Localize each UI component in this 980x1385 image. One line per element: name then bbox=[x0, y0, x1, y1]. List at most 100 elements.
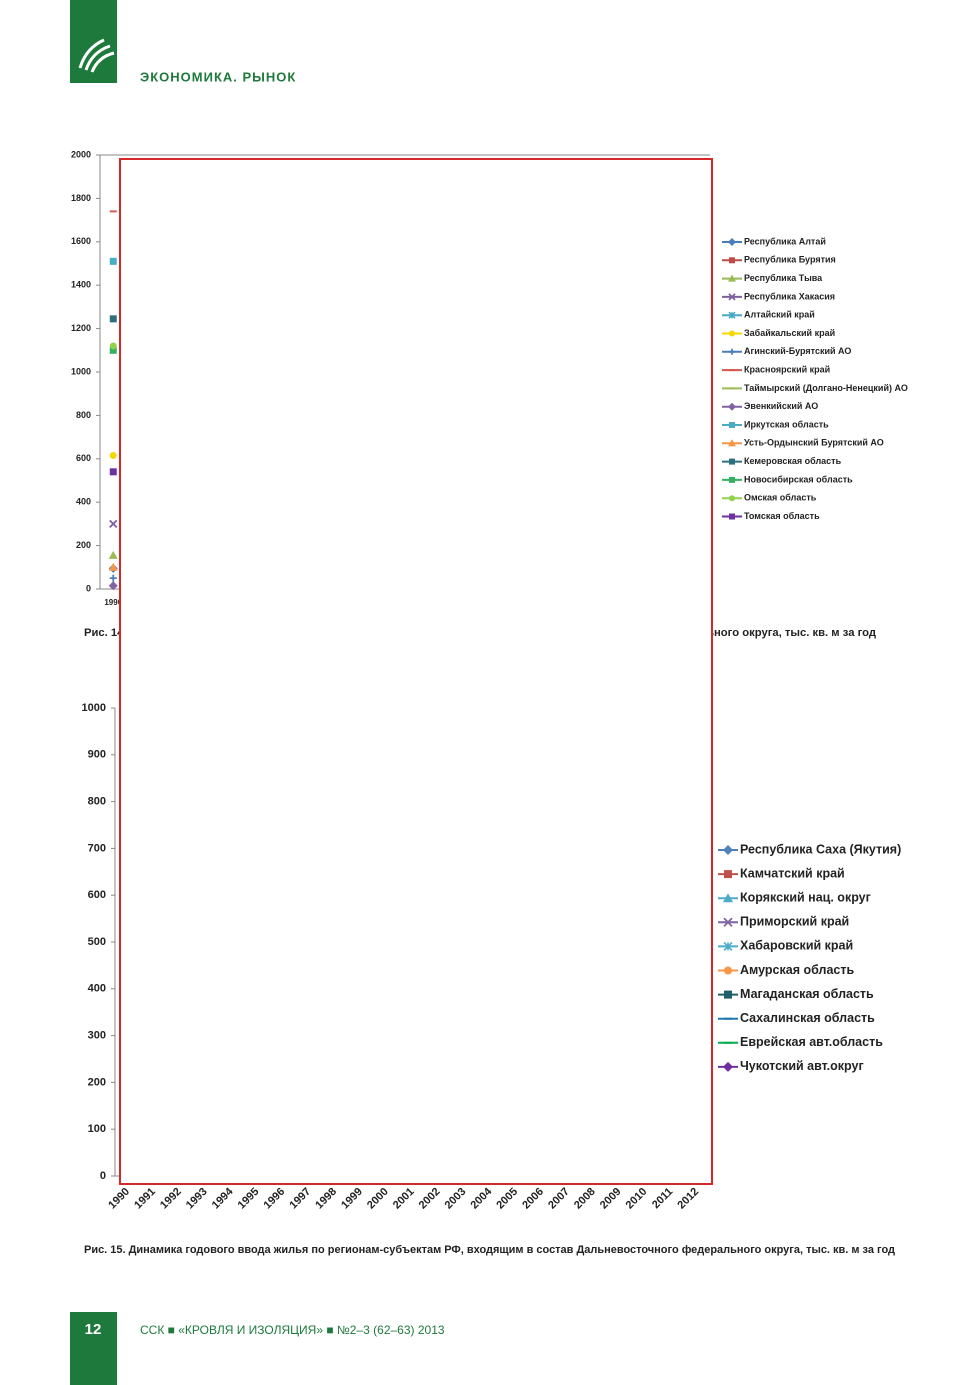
y-tick-label: 600 bbox=[88, 889, 106, 901]
y-tick-label: 1200 bbox=[71, 323, 91, 333]
legend-label: Еврейская авт.область bbox=[740, 1035, 883, 1049]
page-number: 12 bbox=[85, 1321, 102, 1338]
y-tick-label: 600 bbox=[76, 453, 91, 463]
x-tick-label: 2002 bbox=[417, 1186, 443, 1212]
legend-marker bbox=[728, 293, 736, 301]
x-tick-label: 1993 bbox=[184, 1186, 210, 1212]
y-tick-label: 400 bbox=[88, 983, 106, 995]
x-tick-label: 2004 bbox=[468, 1185, 494, 1211]
legend-marker bbox=[724, 990, 732, 999]
legend-label: Таймырский (Долгано-Ненецкий) АО bbox=[744, 383, 908, 393]
journal-name: ССК ■ «КРОВЛЯ И ИЗОЛЯЦИЯ» ■ №2–3 (62–63)… bbox=[140, 1323, 445, 1337]
legend-marker bbox=[724, 1041, 732, 1044]
legend-label: Алтайский край bbox=[744, 310, 815, 320]
legend-label: Кемеровская область bbox=[744, 456, 842, 466]
x-tick-label: 2001 bbox=[391, 1186, 417, 1212]
figure-caption: Рис. 15. Динамика годового ввода жилья п… bbox=[84, 1244, 895, 1256]
legend-label: Чукотский авт.округ bbox=[740, 1059, 864, 1073]
legend-marker bbox=[728, 238, 736, 246]
legend-marker bbox=[729, 495, 735, 502]
section-title: ЭКОНОМИКА. РЫНОК bbox=[140, 69, 296, 84]
legend-label: Республика Саха (Якутия) bbox=[740, 842, 901, 856]
x-tick-label: 2005 bbox=[494, 1186, 520, 1212]
y-tick-label: 800 bbox=[88, 796, 106, 808]
legend-label: Сахалинская область bbox=[740, 1011, 875, 1025]
legend-marker bbox=[724, 966, 732, 975]
legend-label: Республика Хакасия bbox=[744, 291, 835, 301]
legend-label: Томская область bbox=[744, 511, 820, 521]
y-tick-label: 1600 bbox=[71, 236, 91, 246]
legend-marker bbox=[728, 402, 736, 411]
footer-bar bbox=[70, 1312, 117, 1385]
y-tick-label: 900 bbox=[88, 749, 106, 761]
legend-label: Забайкальский край bbox=[744, 328, 835, 338]
data-point bbox=[109, 315, 117, 323]
legend-label: Камчатский край bbox=[740, 866, 845, 880]
legend-label: Новосибирская область bbox=[744, 474, 853, 484]
y-tick-label: 1400 bbox=[71, 280, 91, 290]
redaction-box bbox=[119, 158, 713, 1185]
data-point bbox=[109, 468, 117, 476]
y-tick-label: 200 bbox=[76, 540, 91, 550]
legend-label: Приморский край bbox=[740, 915, 849, 929]
legend-marker bbox=[728, 274, 736, 282]
legend-label: Иркутская область bbox=[744, 419, 829, 429]
x-tick-label: 2010 bbox=[624, 1186, 650, 1212]
data-point bbox=[109, 519, 118, 529]
legend-marker bbox=[729, 330, 735, 337]
x-tick-label: 1995 bbox=[236, 1186, 262, 1212]
y-tick-label: 500 bbox=[88, 936, 106, 948]
data-point bbox=[109, 210, 117, 213]
y-tick-label: 0 bbox=[86, 583, 91, 593]
x-tick-label: 2011 bbox=[650, 1186, 675, 1211]
x-tick-label: 2008 bbox=[572, 1186, 598, 1212]
x-tick-label: 2012 bbox=[675, 1186, 701, 1212]
legend-label: Республика Тыва bbox=[744, 273, 823, 283]
y-tick-label: 0 bbox=[100, 1170, 106, 1182]
data-point bbox=[108, 562, 118, 571]
legend-label: Корякский нац. округ bbox=[740, 890, 871, 904]
x-tick-label: 1994 bbox=[210, 1185, 236, 1211]
legend-marker bbox=[723, 845, 733, 855]
legend-label: Республика Алтай bbox=[744, 236, 826, 246]
data-point bbox=[108, 581, 118, 591]
x-tick-label: 1992 bbox=[158, 1186, 184, 1212]
legend-label: Эвенкийский АО bbox=[744, 401, 818, 411]
y-tick-label: 800 bbox=[76, 410, 91, 420]
legend-label: Амурская область bbox=[740, 963, 854, 977]
y-tick-label: 200 bbox=[88, 1076, 106, 1088]
legend-label: Усть-Ордынский Бурятский АО bbox=[744, 438, 884, 448]
y-tick-label: 1800 bbox=[71, 193, 91, 203]
legend-marker bbox=[729, 369, 735, 372]
x-tick-label: 1991 bbox=[132, 1186, 158, 1212]
logo bbox=[78, 38, 115, 73]
data-point bbox=[109, 574, 117, 582]
y-tick-label: 1000 bbox=[71, 366, 91, 376]
legend-marker bbox=[723, 1061, 733, 1072]
legend-label: Магаданская область bbox=[740, 987, 874, 1001]
x-tick-label: 1990 bbox=[106, 1186, 132, 1212]
y-tick-label: 2000 bbox=[71, 149, 91, 159]
x-tick-label: 1996 bbox=[262, 1186, 288, 1212]
legend-label: Красноярский край bbox=[744, 364, 830, 374]
y-tick-label: 1000 bbox=[82, 702, 106, 714]
legend-marker bbox=[729, 513, 735, 520]
legend-marker bbox=[728, 311, 736, 319]
x-tick-label: 2000 bbox=[365, 1186, 391, 1212]
y-tick-label: 100 bbox=[88, 1123, 106, 1135]
legend-label: Хабаровский край bbox=[740, 939, 853, 953]
legend-marker bbox=[729, 257, 735, 264]
legend-marker bbox=[728, 439, 736, 447]
x-tick-label: 1997 bbox=[287, 1186, 313, 1212]
legend-label: Агинский-Бурятский АО bbox=[744, 346, 851, 356]
legend-marker bbox=[723, 893, 733, 903]
data-point bbox=[109, 346, 117, 354]
legend-marker bbox=[723, 941, 733, 951]
data-point bbox=[109, 452, 117, 460]
x-tick-label: 1999 bbox=[339, 1186, 365, 1212]
legend-marker bbox=[729, 458, 735, 465]
legend-marker bbox=[729, 422, 735, 428]
data-point bbox=[108, 550, 118, 559]
